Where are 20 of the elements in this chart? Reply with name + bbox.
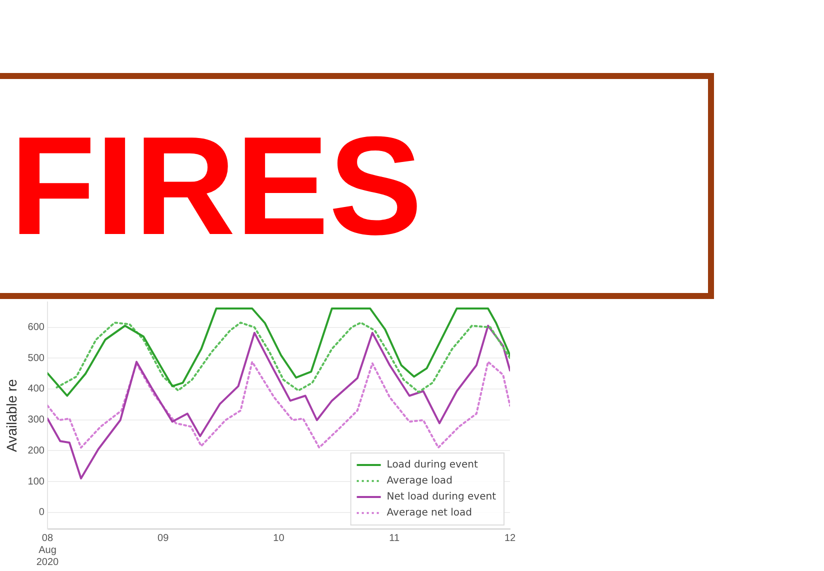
chart-title: FIRES: [10, 106, 422, 266]
y-tick-label: 500: [28, 352, 45, 364]
legend-label: Net load during event: [386, 492, 496, 503]
y-tick-label: 300: [28, 414, 45, 426]
line-series: [47, 360, 510, 449]
y-tick-label: 400: [28, 384, 45, 395]
x-tick-label: 10: [273, 532, 285, 544]
y-tick-label: 200: [28, 445, 45, 456]
x-tick-label: 11: [389, 532, 400, 544]
y-tick-label: 600: [28, 322, 45, 334]
y-axis-title: Available re: [3, 378, 20, 452]
legend-label: Average load: [386, 476, 452, 487]
legend-label: Average net load: [386, 508, 472, 519]
legend-label: Load during event: [386, 460, 478, 471]
y-tick-label: 0: [38, 507, 45, 518]
x-tick-label: 08 Aug 2020: [36, 532, 60, 568]
line-series: [56, 322, 510, 394]
x-tick-label: 09: [158, 532, 170, 544]
y-tick-label: 100: [28, 476, 45, 488]
x-tick-label: 12: [504, 532, 516, 544]
